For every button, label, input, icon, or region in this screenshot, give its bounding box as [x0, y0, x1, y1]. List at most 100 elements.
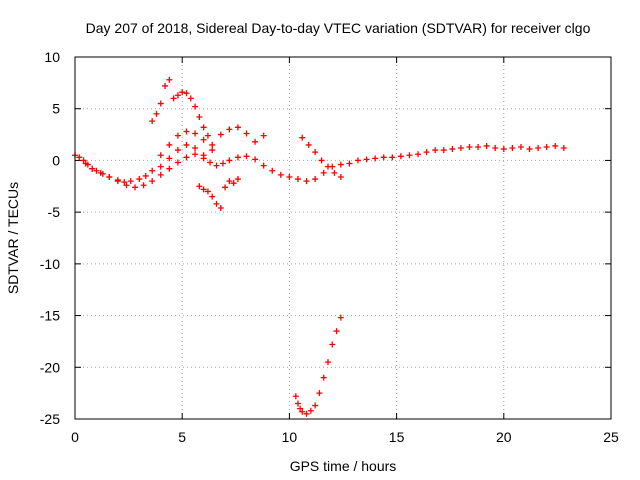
series-deep-excursion [292, 314, 344, 417]
series-late-branch [299, 134, 344, 180]
data-point [192, 145, 199, 152]
data-point [303, 178, 310, 185]
x-tick-labels: 0 5 10 15 20 25 [71, 429, 619, 445]
data-point [269, 167, 276, 174]
data-point [123, 182, 130, 189]
data-point [337, 314, 344, 321]
series-lower-band [82, 151, 207, 191]
data-point [183, 90, 190, 97]
data-point [316, 390, 323, 397]
y-tick-label: -5 [48, 204, 61, 220]
data-point [535, 145, 542, 152]
data-point [183, 141, 190, 148]
data-point [389, 154, 396, 161]
data-point [200, 136, 207, 143]
data-point [432, 147, 439, 154]
data-point [183, 128, 190, 135]
data-point [380, 154, 387, 161]
data-point [299, 134, 306, 141]
y-tick-label: 5 [52, 101, 60, 117]
data-point [543, 143, 550, 150]
data-point [355, 157, 362, 164]
data-point [121, 179, 128, 186]
x-axis-title: GPS time / hours [290, 458, 397, 474]
series-mid-arc [157, 124, 267, 159]
data-point [324, 359, 331, 366]
series-upper-arc [149, 76, 216, 148]
data-point [200, 186, 207, 193]
data-point [157, 152, 164, 159]
data-point [213, 162, 220, 169]
data-point [93, 167, 100, 174]
x-tick-label: 20 [496, 429, 512, 445]
data-point [89, 165, 96, 172]
data-point [196, 113, 203, 120]
data-point [127, 178, 134, 185]
data-point [76, 154, 83, 161]
data-point [333, 328, 340, 335]
data-point [132, 184, 139, 191]
data-point [97, 169, 104, 176]
data-point [299, 408, 306, 415]
data-point [234, 176, 241, 183]
data-point [170, 95, 177, 102]
data-point [157, 100, 164, 107]
data-point [226, 126, 233, 133]
data-point [457, 145, 464, 152]
data-point [292, 393, 299, 400]
chart-title: Day 207 of 2018, Sidereal Day-to-day VTE… [86, 20, 591, 36]
y-tick-labels: -25 -20 -15 -10 -5 0 5 10 [40, 49, 60, 427]
data-point [200, 155, 207, 162]
data-point [192, 130, 199, 137]
data-point [449, 146, 456, 153]
x-tick-label: 5 [178, 429, 186, 445]
data-point [166, 76, 173, 83]
data-point [222, 184, 229, 191]
data-point [307, 407, 314, 414]
data-point [243, 153, 250, 160]
data-point [406, 152, 413, 159]
data-point [209, 141, 216, 148]
data-point [320, 374, 327, 381]
data-point [483, 142, 490, 149]
data-point [312, 176, 319, 183]
y-tick-label: 0 [52, 152, 60, 168]
data-point [157, 163, 164, 170]
data-point [320, 169, 327, 176]
data-point [260, 162, 267, 169]
y-axis-title: SDTVAR / TECUs [5, 182, 21, 294]
data-point [183, 154, 190, 161]
data-point [305, 141, 312, 148]
y-tick-label: 10 [44, 49, 60, 65]
data-point [294, 176, 301, 183]
data-point [149, 167, 156, 174]
data-point [230, 180, 237, 187]
data-point [174, 132, 181, 139]
x-tick-label: 10 [282, 429, 298, 445]
data-point [337, 161, 344, 168]
data-point [363, 156, 370, 163]
data-point [174, 92, 181, 99]
data-point [226, 157, 233, 164]
data-point [217, 205, 224, 212]
data-point [209, 147, 216, 154]
data-point [329, 341, 336, 348]
data-point [346, 160, 353, 167]
data-point [423, 149, 430, 156]
data-point [303, 410, 310, 417]
data-point [209, 193, 216, 200]
data-point [260, 132, 267, 139]
x-tick-label: 15 [389, 429, 405, 445]
data-point [552, 142, 559, 149]
data-point [466, 143, 473, 150]
data-point [492, 145, 499, 152]
data-point [226, 178, 233, 185]
data-point [500, 146, 507, 153]
data-point [174, 159, 181, 166]
data-point [207, 159, 214, 166]
data-point [114, 178, 121, 185]
y-tick-label: -20 [40, 359, 60, 375]
data-point [312, 149, 319, 156]
data-point [252, 138, 259, 145]
data-point [318, 157, 325, 164]
